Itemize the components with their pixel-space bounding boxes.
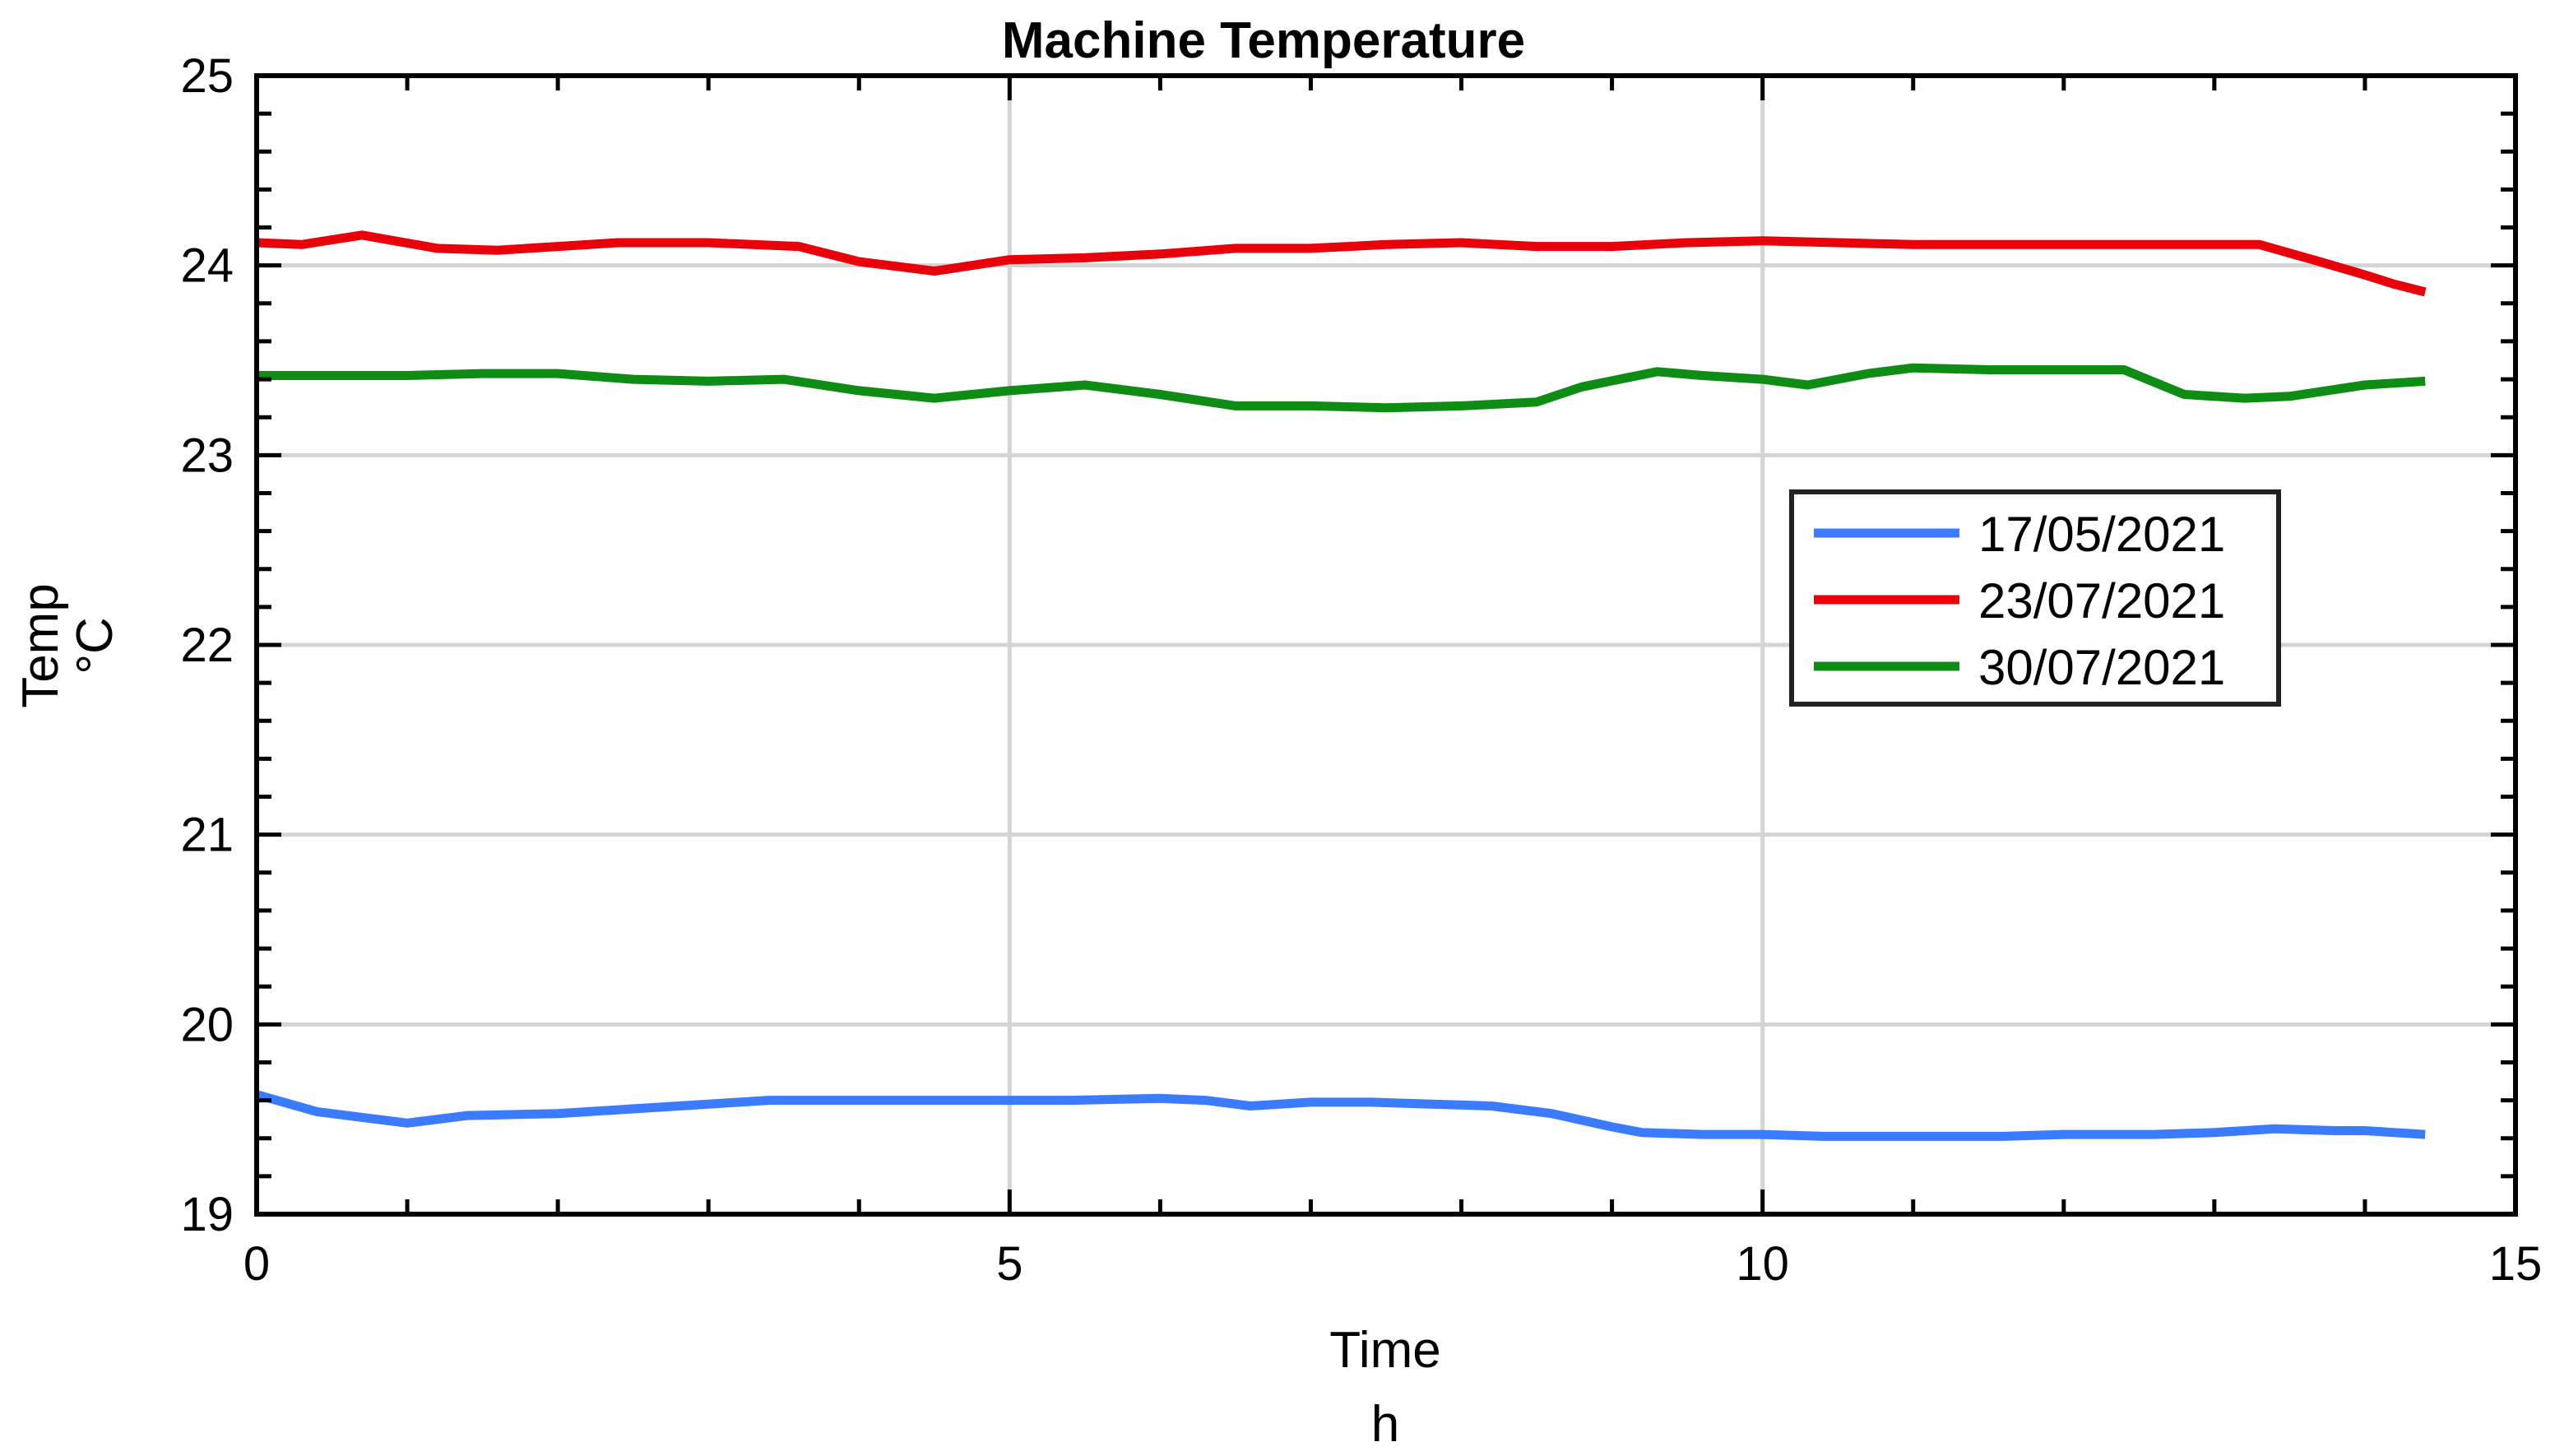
y-tick-label-22: 22 <box>180 619 234 672</box>
series-lines <box>255 230 2427 1141</box>
tick-labels: 0 5 10 15 19 20 21 22 23 24 25 <box>180 49 2542 1291</box>
y-tick-label-21: 21 <box>180 809 234 862</box>
series-line-17-05-2021 <box>255 1090 2426 1141</box>
legend-label-17-05-2021: 17/05/2021 <box>1978 507 2225 562</box>
legend-label-30-07-2021: 30/07/2021 <box>1978 640 2225 695</box>
x-axis-label-line-1: Time <box>1329 1322 1440 1379</box>
y-tick-label-25: 25 <box>180 49 234 103</box>
chart-title: Machine Temperature <box>1002 12 1525 69</box>
y-axis-label-line-2: °C <box>67 617 123 675</box>
legend-label-23-07-2021: 23/07/2021 <box>1978 573 2225 628</box>
grid-lines <box>257 76 2516 1214</box>
y-axis-label-line-1: Temp <box>12 583 69 708</box>
y-tick-label-19: 19 <box>180 1188 234 1241</box>
y-tick-label-23: 23 <box>180 429 234 482</box>
legend: 17/05/2021 23/07/2021 30/07/2021 <box>1789 489 2281 707</box>
x-tick-label-15: 15 <box>2489 1237 2543 1291</box>
axes <box>254 73 2518 1217</box>
x-tick-label-0: 0 <box>243 1237 270 1291</box>
x-axis-label-line-2: h <box>1371 1396 1399 1453</box>
x-tick-label-5: 5 <box>996 1237 1022 1291</box>
y-tick-label-20: 20 <box>180 998 234 1051</box>
series-line-30-07-2021 <box>257 363 2426 413</box>
series-line-23-07-2021 <box>256 230 2427 297</box>
y-tick-label-24: 24 <box>180 239 234 293</box>
x-tick-label-10: 10 <box>1736 1237 1789 1291</box>
